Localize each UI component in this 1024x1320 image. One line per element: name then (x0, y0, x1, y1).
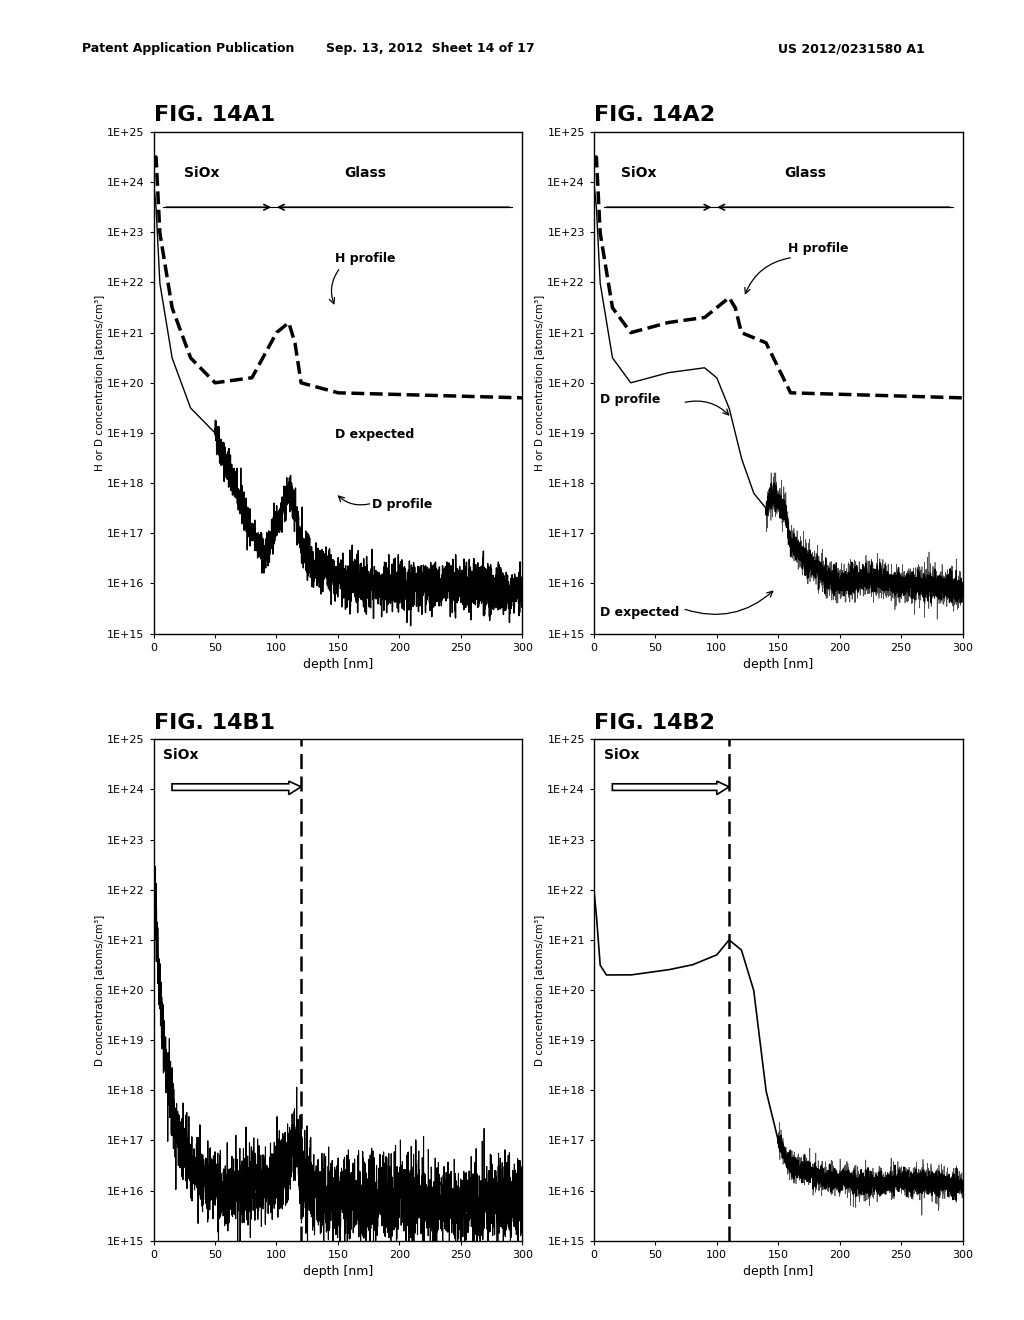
Text: SiOx: SiOx (184, 166, 220, 180)
Text: FIG. 14A1: FIG. 14A1 (154, 106, 274, 125)
Text: Glass: Glass (344, 166, 386, 180)
Text: FIG. 14B2: FIG. 14B2 (594, 713, 715, 733)
X-axis label: depth [nm]: depth [nm] (743, 1266, 813, 1278)
X-axis label: depth [nm]: depth [nm] (303, 659, 373, 671)
Y-axis label: D concentration [atoms/cm³]: D concentration [atoms/cm³] (94, 915, 104, 1065)
X-axis label: depth [nm]: depth [nm] (303, 1266, 373, 1278)
Y-axis label: H or D concentration [atoms/cm³]: H or D concentration [atoms/cm³] (94, 294, 104, 471)
Text: Sep. 13, 2012  Sheet 14 of 17: Sep. 13, 2012 Sheet 14 of 17 (326, 42, 535, 55)
Text: US 2012/0231580 A1: US 2012/0231580 A1 (778, 42, 925, 55)
Text: Glass: Glass (784, 166, 826, 180)
Text: Patent Application Publication: Patent Application Publication (82, 42, 294, 55)
Text: FIG. 14A2: FIG. 14A2 (594, 106, 715, 125)
FancyArrow shape (172, 781, 301, 795)
X-axis label: depth [nm]: depth [nm] (743, 659, 813, 671)
Text: SiOx: SiOx (604, 748, 639, 762)
Text: D expected: D expected (600, 606, 679, 619)
Text: SiOx: SiOx (164, 748, 199, 762)
Text: SiOx: SiOx (621, 166, 656, 180)
Y-axis label: D concentration [atoms/cm³]: D concentration [atoms/cm³] (535, 915, 545, 1065)
Text: H profile: H profile (788, 243, 849, 255)
Y-axis label: H or D concentration [atoms/cm³]: H or D concentration [atoms/cm³] (535, 294, 545, 471)
Text: H profile: H profile (336, 252, 396, 265)
Text: FIG. 14B1: FIG. 14B1 (154, 713, 274, 733)
Text: D profile: D profile (600, 393, 660, 405)
Text: D profile: D profile (373, 498, 433, 511)
Text: D expected: D expected (336, 428, 415, 441)
FancyArrow shape (612, 781, 729, 795)
